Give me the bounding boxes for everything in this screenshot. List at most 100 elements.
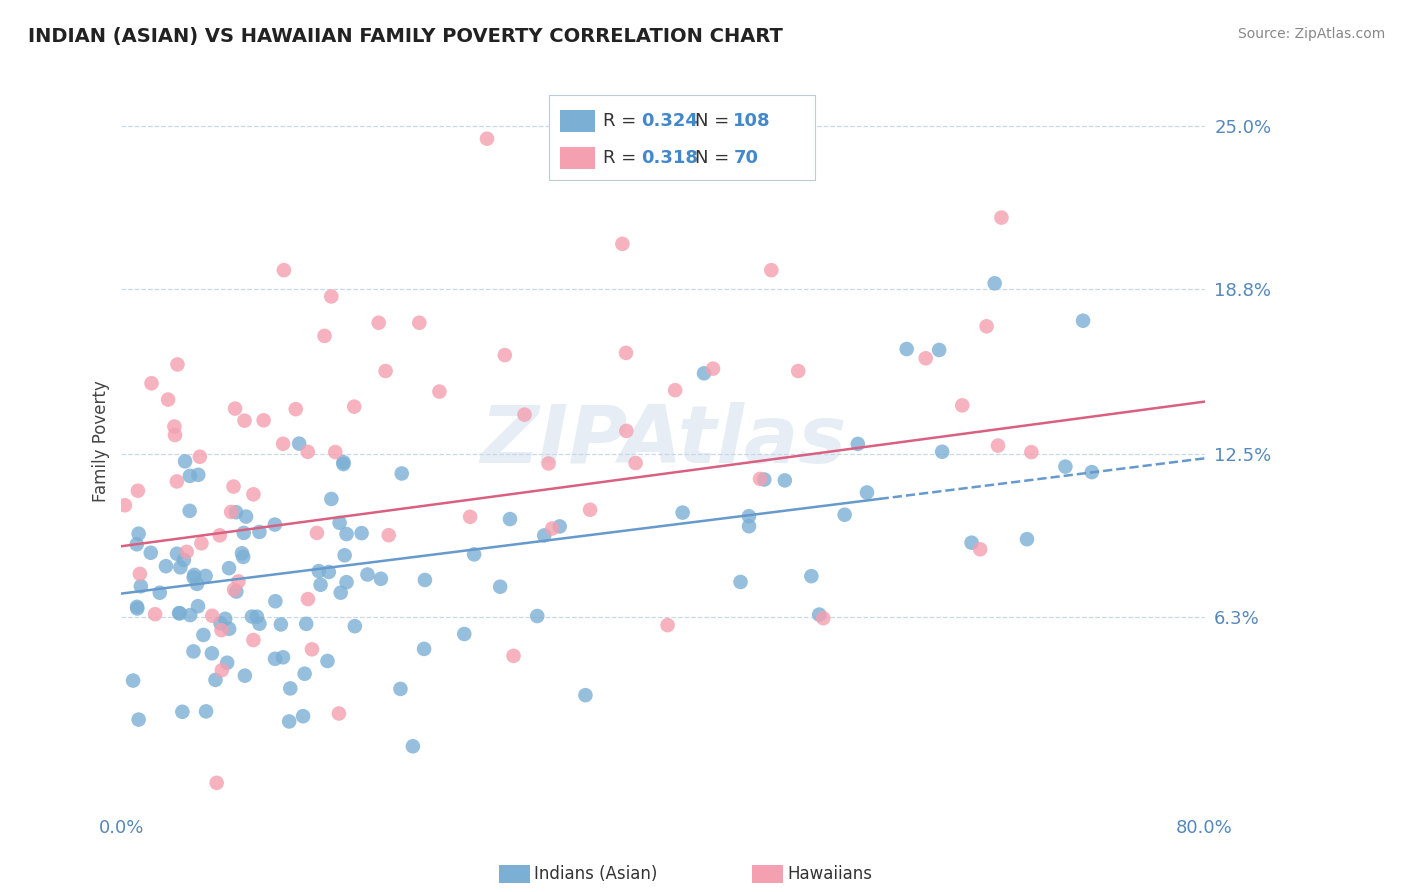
Point — [127, 601, 149, 615]
Point — [323, 445, 346, 459]
Point — [127, 483, 149, 498]
Point — [402, 739, 425, 754]
Point — [1015, 532, 1038, 546]
Point — [141, 376, 163, 391]
Text: N =: N = — [696, 112, 735, 130]
Point — [950, 398, 973, 412]
Point — [453, 627, 475, 641]
Point — [166, 547, 188, 561]
Point — [179, 608, 201, 623]
Point — [173, 553, 195, 567]
Point — [458, 509, 481, 524]
Point — [489, 580, 512, 594]
Point — [533, 528, 555, 542]
Text: 70: 70 — [734, 149, 758, 167]
Text: 0.318: 0.318 — [641, 149, 699, 167]
Point — [846, 437, 869, 451]
Point — [218, 622, 240, 636]
Point — [125, 599, 148, 614]
Point — [249, 616, 271, 631]
Point — [976, 319, 998, 334]
Point — [233, 414, 256, 428]
Point — [188, 450, 211, 464]
Point — [513, 408, 536, 422]
Point — [217, 656, 239, 670]
Point — [169, 607, 191, 621]
Point — [224, 401, 246, 416]
Point — [273, 263, 295, 277]
Point — [288, 436, 311, 450]
Point — [249, 524, 271, 539]
Point — [128, 526, 150, 541]
Point — [329, 516, 352, 530]
Point — [225, 505, 247, 519]
Point — [389, 681, 412, 696]
Point — [183, 570, 205, 584]
Point — [176, 545, 198, 559]
Point — [271, 650, 294, 665]
Point — [129, 579, 152, 593]
Point — [128, 713, 150, 727]
Point — [672, 506, 695, 520]
Point — [526, 609, 548, 624]
Point — [834, 508, 856, 522]
Point — [983, 277, 1005, 291]
Point — [235, 509, 257, 524]
Point — [987, 439, 1010, 453]
Point — [664, 383, 686, 397]
Point — [343, 400, 366, 414]
Point — [969, 542, 991, 557]
Point — [787, 364, 810, 378]
Point — [813, 611, 835, 625]
Point — [332, 457, 354, 471]
Point — [233, 668, 256, 682]
Point — [264, 594, 287, 608]
Point — [163, 419, 186, 434]
Point — [201, 608, 224, 623]
Point — [264, 652, 287, 666]
Point — [149, 585, 172, 599]
Point — [730, 574, 752, 589]
Point — [129, 566, 152, 581]
Point — [761, 263, 783, 277]
FancyBboxPatch shape — [550, 95, 814, 179]
Point — [1054, 459, 1077, 474]
Point — [179, 504, 201, 518]
Bar — [560, 110, 595, 132]
Point — [211, 663, 233, 677]
Point — [614, 424, 637, 438]
Point — [990, 211, 1012, 225]
Bar — [560, 147, 595, 169]
Point — [166, 358, 188, 372]
Point — [408, 316, 430, 330]
Point — [252, 413, 274, 427]
Text: N =: N = — [696, 149, 735, 167]
Text: ZIPAtlas: ZIPAtlas — [479, 402, 846, 480]
Point — [463, 547, 485, 561]
Point — [800, 569, 823, 583]
Point — [204, 673, 226, 687]
Point — [612, 236, 634, 251]
Point — [263, 517, 285, 532]
Point — [574, 688, 596, 702]
Point — [232, 549, 254, 564]
Point — [143, 607, 166, 622]
Point — [579, 502, 602, 516]
Point — [738, 509, 761, 524]
Point — [1071, 314, 1094, 328]
Point — [183, 644, 205, 658]
Point — [271, 437, 294, 451]
Point — [232, 525, 254, 540]
Point — [246, 609, 269, 624]
Point — [225, 584, 247, 599]
Point — [773, 474, 796, 488]
Point — [201, 646, 224, 660]
Point — [114, 498, 136, 512]
Point — [749, 472, 772, 486]
Point — [231, 546, 253, 560]
Point — [186, 577, 208, 591]
Point — [318, 565, 340, 579]
Point — [808, 607, 831, 622]
Point — [240, 609, 263, 624]
Point — [332, 455, 354, 469]
